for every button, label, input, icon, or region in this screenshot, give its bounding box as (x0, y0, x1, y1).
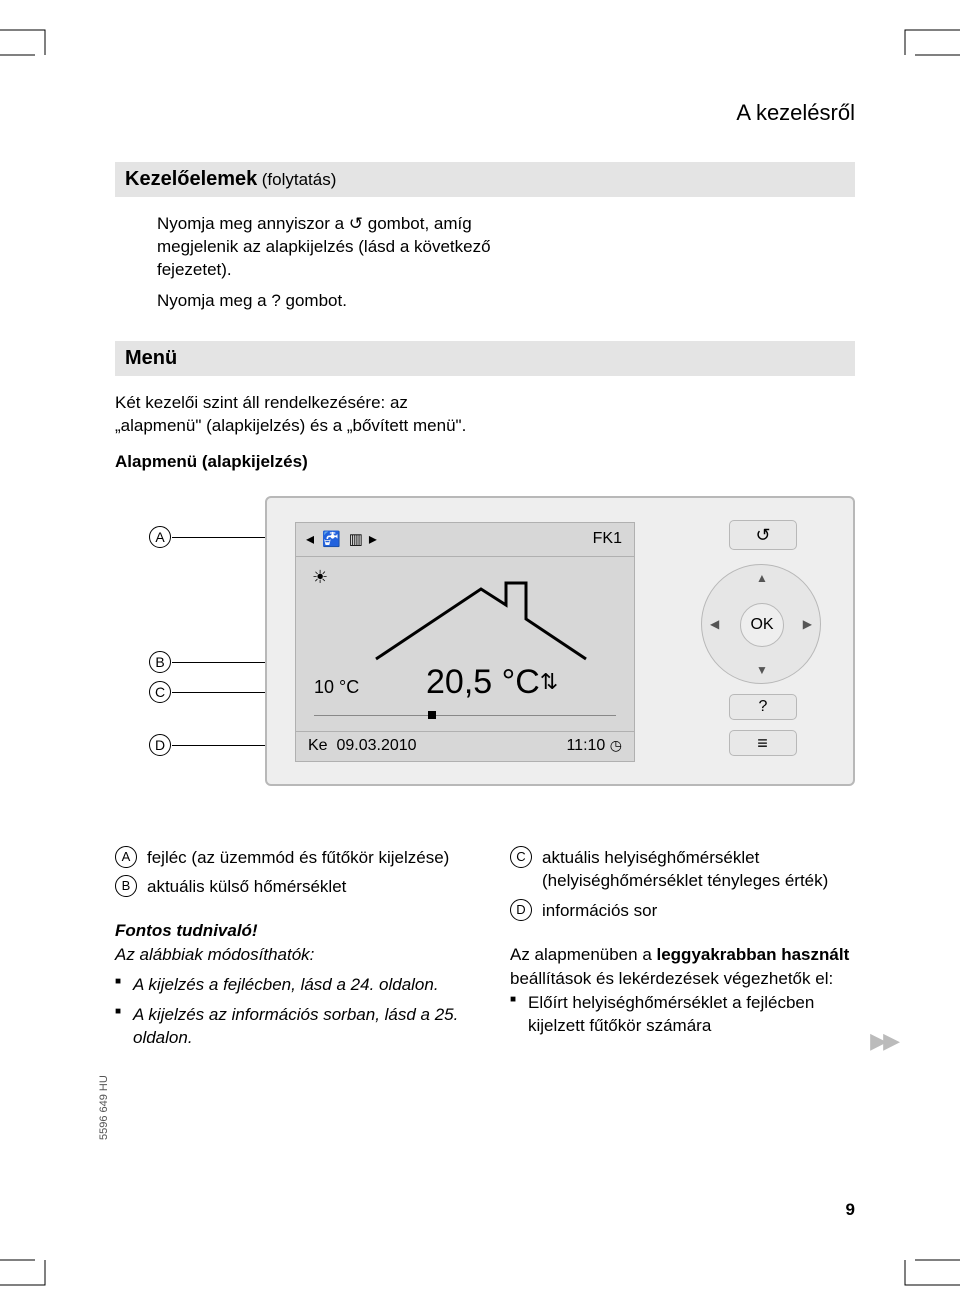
menu-body: Két kezelői szint áll rendelkezésére: az… (115, 392, 485, 438)
legend-mark-c: C (510, 846, 532, 868)
important-item-1: A kijelzés a fejlécben, lásd a 24. oldal… (115, 973, 460, 997)
right-body-bold: leggyakrabban használt (657, 945, 850, 964)
important-item-2: A kijelzés az információs sorban, lásd a… (115, 1003, 460, 1051)
dpad-right-icon[interactable]: ▶ (803, 617, 812, 631)
outdoor-temp: 10 °C (314, 677, 359, 698)
right-body: Az alapmenüben a leggyakrabban használt … (510, 943, 855, 991)
radiator-icon: ▥ (349, 530, 361, 548)
legend-right-col: C aktuális helyiséghőmérséklet (helyiség… (510, 846, 855, 1057)
intro-line-1: Nyomja meg annyiszor a ↺ gombot, amíg me… (157, 213, 517, 282)
legend-text-c: aktuális helyiséghőmérséklet (helyiséghő… (542, 846, 855, 894)
right-item-1: Előírt helyiséghőmérséklet a fejlécben k… (510, 991, 855, 1039)
updown-icon: ⇅ (540, 669, 558, 694)
menu-button[interactable]: ≡ (729, 730, 797, 756)
floor-line (314, 715, 616, 716)
legend-text-a: fejléc (az üzemmód és fűtőkör kijelzése) (147, 846, 460, 870)
help-button[interactable]: ? (729, 694, 797, 720)
legend-mark-a: A (115, 846, 137, 868)
back-button[interactable]: ↺ (729, 520, 797, 550)
section-header: Kezelőelemek (folytatás) (115, 162, 855, 197)
clock-icon: ◷ (610, 737, 622, 753)
legend-text-b: aktuális külső hőmérséklet (147, 875, 460, 899)
important-heading: Fontos tudnivaló! (115, 919, 460, 943)
left-arrow-icon: ◂ (306, 529, 314, 549)
legend-text-d: információs sor (542, 899, 855, 923)
time: 11:10 (566, 737, 605, 754)
legend-row-b: B aktuális külső hőmérséklet (115, 875, 460, 899)
cropmark-tl (0, 20, 60, 60)
room-temp-value: 20,5 °C (426, 663, 540, 701)
right-body-post: beállítások és lekérdezések végezhetők e… (510, 969, 833, 988)
dpad-left-icon[interactable]: ◀ (710, 617, 719, 631)
cropmark-br (880, 1255, 960, 1295)
legend-row-c: C aktuális helyiséghőmérséklet (helyiség… (510, 846, 855, 894)
section-continuation: (folytatás) (262, 170, 337, 189)
legend-left-col: A fejléc (az üzemmód és fűtőkör kijelzés… (115, 846, 460, 1057)
weekday: Ke (308, 737, 328, 754)
date: 09.03.2010 (336, 737, 416, 754)
device-frame: ◂ 🚰 ▥ ▸ FK1 ☀ 10 °C 20,5 °C⇅ (265, 496, 855, 786)
right-body-pre: Az alapmenüben a (510, 945, 657, 964)
legend-row-a: A fejléc (az üzemmód és fűtőkör kijelzés… (115, 846, 460, 870)
footer-code: 5596 649 HU (98, 1075, 110, 1140)
device-illustration: A B C D ◂ 🚰 ▥ ▸ FK1 ☀ (115, 496, 855, 796)
right-list: Előírt helyiséghőmérséklet a fejlécben k… (510, 991, 855, 1039)
label-b: B (149, 651, 171, 673)
basic-menu-heading: Alapmenü (alapkijelzés) (115, 452, 855, 472)
info-row: Ke 09.03.2010 11:10 ◷ (296, 731, 634, 761)
dpad[interactable]: ▲ ▼ ◀ ▶ OK (701, 564, 821, 684)
room-temp: 20,5 °C⇅ (426, 663, 558, 702)
heating-circuit-label: FK1 (593, 530, 622, 548)
legend-mark-d: D (510, 899, 532, 921)
dpad-up-icon[interactable]: ▲ (756, 571, 768, 585)
legend-columns: A fejléc (az üzemmód és fűtőkör kijelzés… (115, 846, 855, 1057)
important-list: A kijelzés a fejlécben, lásd a 24. oldal… (115, 973, 460, 1050)
section-title: Kezelőelemek (125, 168, 257, 190)
page-number: 9 (846, 1200, 855, 1220)
house-roof-icon (366, 579, 596, 669)
important-sub: Az alábbiak módosíthatók: (115, 943, 460, 967)
label-a: A (149, 526, 171, 548)
continue-arrow-icon: ▶▶ (870, 1028, 896, 1054)
ok-button[interactable]: OK (740, 603, 784, 647)
dpad-down-icon[interactable]: ▼ (756, 663, 768, 677)
faucet-icon: 🚰 (322, 530, 341, 548)
menu-heading: Menü (115, 341, 855, 376)
floor-dot (428, 711, 436, 719)
intro-line-2: Nyomja meg a ? gombot. (157, 290, 517, 313)
label-c: C (149, 681, 171, 703)
screen-header: ◂ 🚰 ▥ ▸ FK1 (296, 523, 634, 557)
chapter-title: A kezelésről (115, 100, 855, 126)
cropmark-tr (880, 20, 960, 60)
cropmark-bl (0, 1255, 60, 1295)
label-d: D (149, 734, 171, 756)
legend-mark-b: B (115, 875, 137, 897)
device-screen: ◂ 🚰 ▥ ▸ FK1 ☀ 10 °C 20,5 °C⇅ (295, 522, 635, 762)
legend-row-d: D információs sor (510, 899, 855, 923)
sun-icon: ☀ (312, 567, 328, 588)
right-arrow-icon: ▸ (369, 529, 377, 549)
